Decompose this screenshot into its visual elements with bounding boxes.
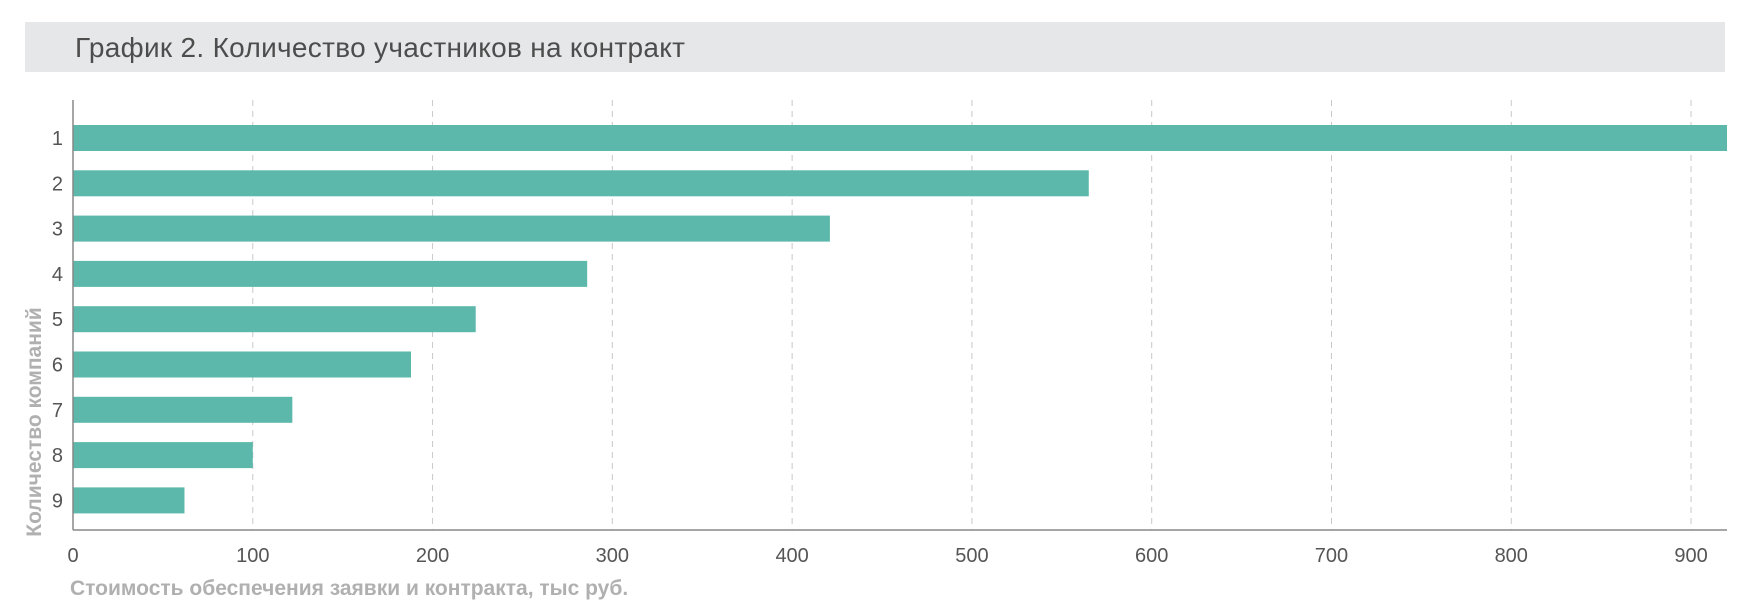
y-tick-label: 4 <box>52 264 63 286</box>
y-tick-label: 1 <box>52 128 63 150</box>
bar <box>73 215 830 242</box>
bar <box>73 396 293 423</box>
y-tick-label: 9 <box>52 490 63 512</box>
x-tick-label: 800 <box>1495 545 1528 567</box>
x-tick-label: 200 <box>416 545 449 567</box>
y-tick-label: 2 <box>52 173 63 195</box>
x-tick-label: 500 <box>955 545 988 567</box>
y-tick-label: 8 <box>52 445 63 467</box>
x-tick-label: 400 <box>775 545 808 567</box>
bar <box>73 351 411 378</box>
bar <box>73 125 1727 151</box>
x-tick-label: 100 <box>236 545 269 567</box>
x-tick-labels: 0 100 200 300 400 500 600 700 800 900 <box>67 545 1707 567</box>
bar <box>73 170 1089 197</box>
bars <box>73 125 1727 514</box>
x-tick-label: 300 <box>596 545 629 567</box>
x-tick-label: 0 <box>67 545 78 567</box>
x-tick-label: 600 <box>1135 545 1168 567</box>
chart-title: График 2. Количество участников на контр… <box>75 32 686 63</box>
y-axis-title: Количество компаний <box>23 307 46 536</box>
axes <box>72 100 1727 531</box>
bar <box>73 442 253 469</box>
y-tick-label: 3 <box>52 219 63 241</box>
y-tick-label: 7 <box>52 400 63 422</box>
y-tick-labels: 1 2 3 4 5 6 7 8 9 <box>52 128 63 512</box>
x-tick-label: 700 <box>1315 545 1348 567</box>
chart-title-bar: График 2. Количество участников на контр… <box>25 22 1725 72</box>
x-tick-label: 900 <box>1674 545 1707 567</box>
x-axis-title: Стоимость обеспечения заявки и контракта… <box>70 577 628 600</box>
y-tick-label: 6 <box>52 355 63 377</box>
bar <box>73 260 588 287</box>
bar <box>73 487 185 514</box>
bar <box>73 306 476 333</box>
y-tick-label: 5 <box>52 309 63 331</box>
